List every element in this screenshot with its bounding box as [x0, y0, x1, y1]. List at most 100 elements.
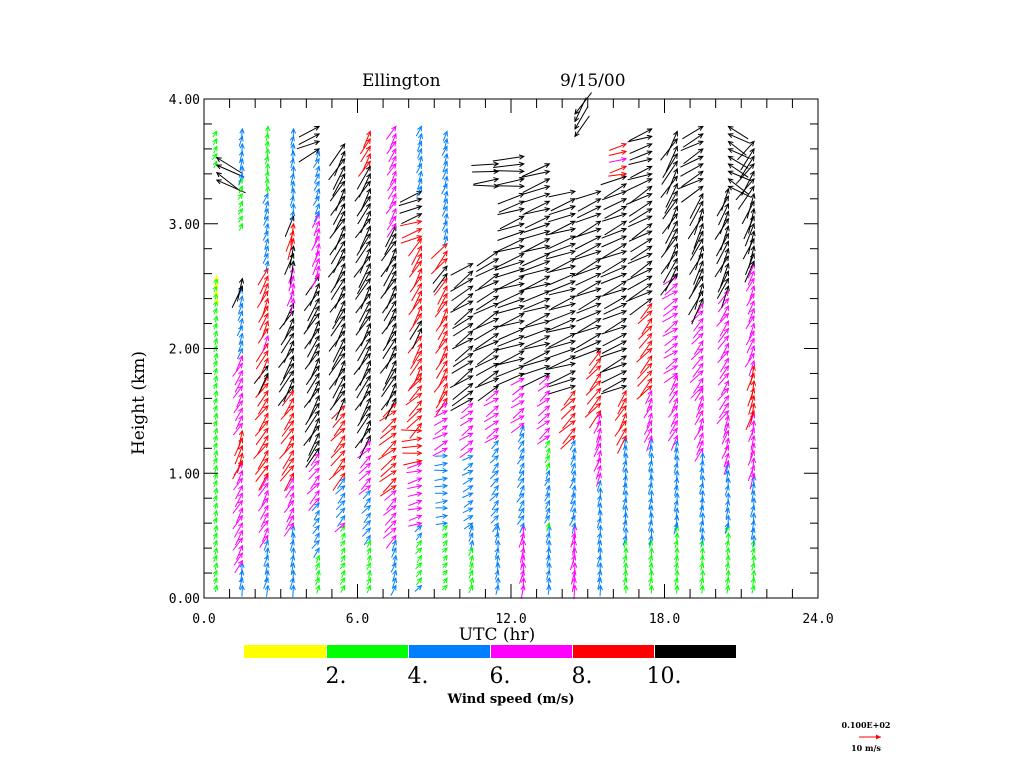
wind-vector-head: [725, 584, 731, 591]
wind-vector: [434, 453, 449, 459]
wind-vector-head: [544, 390, 551, 396]
wind-vector-head: [290, 222, 296, 229]
wind-vector-head: [365, 469, 372, 476]
wind-vector: [358, 160, 371, 177]
wind-vector-head: [314, 547, 320, 554]
wind-vector: [411, 282, 423, 302]
wind-vector: [622, 569, 629, 579]
wind-vector-head: [212, 502, 218, 509]
wind-vector: [546, 561, 552, 574]
wind-vector: [279, 442, 295, 459]
wind-vector: [674, 514, 680, 528]
wind-vector-shaft: [523, 223, 550, 233]
wind-vector: [737, 185, 755, 210]
wind-vector-head: [416, 547, 423, 553]
wind-vector-shaft: [403, 460, 422, 466]
wind-vector-shaft: [334, 151, 346, 177]
wind-vector-shaft: [520, 358, 550, 368]
wind-vector-shaft: [311, 213, 320, 228]
wind-vector: [637, 370, 653, 387]
wind-vector-shaft: [674, 485, 678, 496]
wind-vector-head: [724, 459, 730, 466]
wind-vector-head: [518, 207, 525, 213]
wind-vector: [468, 547, 474, 557]
wind-vector-shaft: [435, 515, 448, 518]
wind-vector: [382, 477, 397, 493]
wind-vector-head: [570, 427, 576, 434]
wind-vector: [442, 569, 448, 576]
wind-vector-shaft: [453, 368, 473, 386]
wind-vector-shaft: [510, 415, 525, 424]
wind-vector-shaft: [260, 283, 269, 303]
wind-vector-head: [467, 515, 474, 521]
wind-vector-head: [597, 449, 603, 456]
wind-vector: [389, 207, 397, 224]
wind-vector-head: [467, 499, 474, 506]
wind-vector-shaft: [356, 196, 371, 217]
wind-vector: [576, 332, 602, 349]
wind-vector: [648, 584, 655, 594]
wind-vector-head: [569, 397, 576, 404]
wind-vector: [264, 237, 270, 250]
wind-vector-shaft: [664, 335, 678, 347]
wind-vector-shaft: [452, 293, 473, 311]
wind-vector-shaft: [214, 450, 218, 458]
wind-vector-head: [596, 419, 602, 426]
wind-vector-shaft: [253, 442, 269, 460]
wind-vector: [601, 235, 628, 248]
wind-vector-head: [749, 270, 755, 277]
wind-vector-head: [495, 561, 501, 568]
wind-vector: [571, 576, 577, 592]
wind-vector: [623, 561, 629, 572]
wind-vector: [648, 526, 655, 539]
wind-vector-head: [442, 554, 448, 561]
wind-vector: [546, 576, 552, 588]
wind-vector-shaft: [574, 115, 590, 137]
wind-vector-shaft: [380, 462, 397, 478]
wind-vector-head: [544, 397, 551, 403]
wind-vector-head: [213, 314, 219, 322]
wind-vector: [363, 534, 371, 546]
wind-vector: [661, 290, 679, 300]
wind-vector: [510, 415, 525, 424]
wind-vector: [386, 215, 397, 231]
wind-vector: [212, 397, 218, 405]
wind-vector-shaft: [573, 265, 601, 277]
wind-vector-head: [264, 297, 270, 304]
wind-vector-head: [264, 561, 270, 569]
wind-vector-head: [212, 457, 218, 464]
wind-vector-shaft: [287, 238, 295, 261]
wind-vector-head: [697, 170, 704, 176]
wind-vector-shaft: [696, 440, 704, 456]
wind-vector-head: [314, 459, 320, 466]
wind-vector-shaft: [386, 215, 397, 231]
wind-vector: [235, 507, 244, 524]
wind-vector-shaft: [745, 330, 755, 346]
wind-vector-head: [288, 499, 295, 506]
wind-vector-head: [315, 265, 321, 272]
wind-vector: [238, 317, 244, 330]
wind-vector: [560, 435, 576, 450]
wind-vector-head: [518, 350, 525, 356]
wind-vector-shaft: [386, 223, 397, 238]
wind-vector-shaft: [649, 438, 653, 449]
wind-vector-shaft: [216, 179, 246, 194]
wind-vector-shaft: [609, 143, 627, 151]
wind-vector-shaft: [697, 395, 704, 411]
wind-vector-head: [519, 424, 525, 431]
wind-vector: [433, 410, 449, 418]
wind-vector-head: [751, 534, 757, 541]
wind-vector-head: [340, 477, 346, 484]
wind-vector-head: [365, 485, 372, 491]
wind-vector-shaft: [690, 385, 704, 399]
wind-vector-shaft: [723, 415, 729, 432]
wind-vector: [670, 412, 678, 427]
wind-vector-shaft: [434, 477, 448, 481]
wind-vector-shaft: [624, 513, 627, 524]
wind-vector: [545, 447, 551, 457]
wind-vector: [279, 362, 295, 386]
wind-vector: [597, 546, 603, 560]
wind-vector-head: [366, 187, 372, 194]
wind-vector-head: [443, 227, 449, 234]
wind-vector-shaft: [304, 410, 320, 433]
